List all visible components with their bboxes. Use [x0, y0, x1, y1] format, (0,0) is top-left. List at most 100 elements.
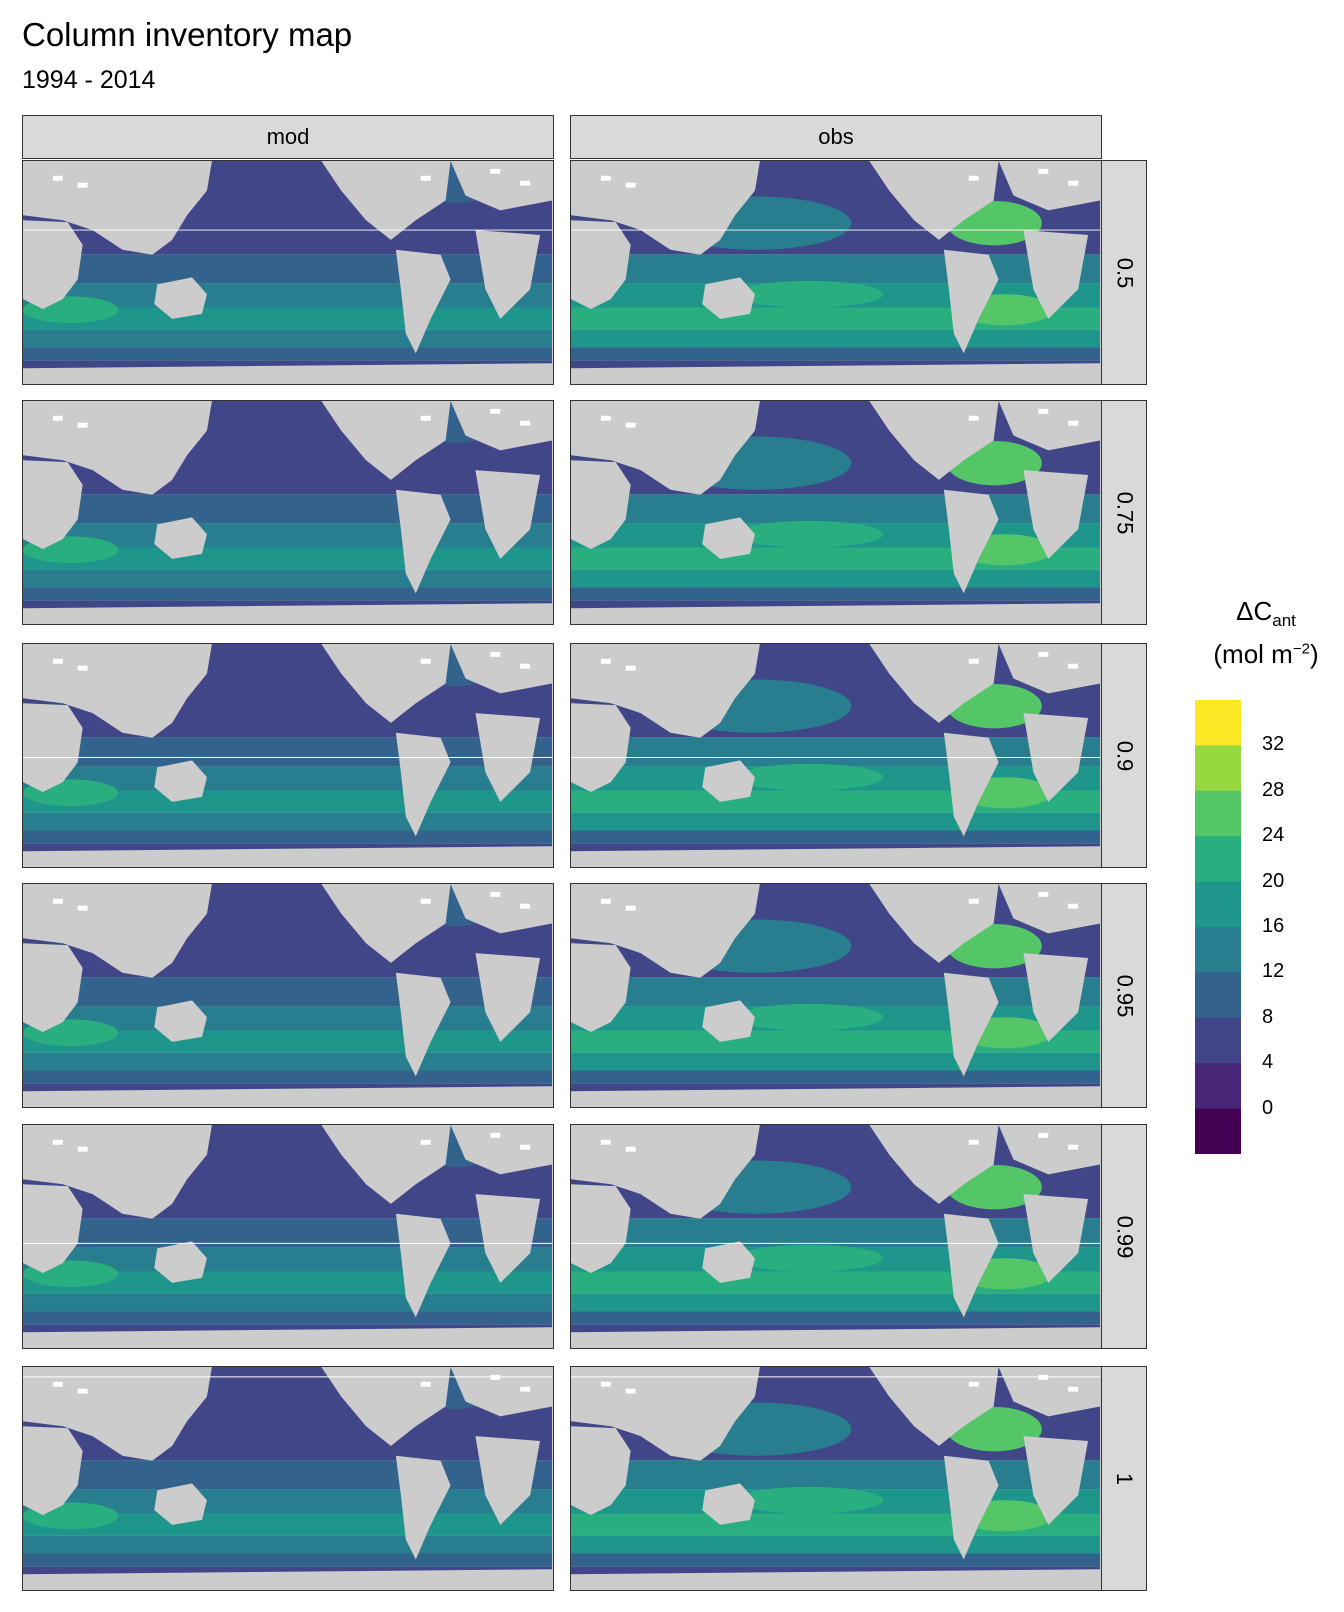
south-pacific-high: [735, 1487, 883, 1514]
arctic-island: [969, 416, 979, 421]
legend-bin: [1195, 1063, 1241, 1109]
arctic-island: [78, 906, 88, 911]
ocean-band: [571, 1218, 1100, 1247]
south-pacific-high: [735, 281, 883, 308]
legend-bin: [1195, 700, 1241, 746]
ocean-band: [23, 1218, 552, 1247]
ocean-band: [23, 1460, 552, 1489]
legend-tick-label: 32: [1262, 733, 1284, 756]
ocean-band: [571, 1536, 1100, 1554]
ocean-band: [571, 1460, 1100, 1489]
south-pacific-high: [735, 1245, 883, 1272]
map-svg: [571, 161, 1100, 383]
ocean-band: [571, 254, 1100, 283]
ocean-band: [23, 813, 552, 831]
arctic-island: [601, 416, 611, 421]
legend-tick-label: 24: [1262, 824, 1284, 847]
facet-strip-row-0.5: 0.5: [1101, 160, 1147, 385]
arctic-island: [1068, 421, 1078, 426]
legend-bin: [1195, 745, 1241, 791]
legend-tick-label: 16: [1262, 915, 1284, 938]
arctic-island: [969, 659, 979, 664]
map-panel-obs-0.5: [570, 160, 1102, 385]
ocean-band: [23, 570, 552, 588]
map-svg: [571, 1125, 1100, 1347]
arctic-island: [969, 899, 979, 904]
arctic-island: [53, 1382, 63, 1387]
legend-tick-label: 12: [1262, 960, 1284, 983]
arctic-island: [626, 423, 636, 428]
facet-strip-mod: mod: [22, 115, 554, 159]
arctic-island: [1038, 892, 1048, 897]
arctic-island: [421, 899, 431, 904]
arctic-island: [969, 1140, 979, 1145]
arctic-island: [520, 181, 530, 186]
ocean-band: [23, 587, 552, 600]
map-panel-obs-0.95: [570, 883, 1102, 1108]
arctic-island: [520, 1145, 530, 1150]
ocean-band: [23, 1311, 552, 1324]
ocean-band: [571, 570, 1100, 588]
map-svg: [571, 644, 1100, 866]
ocean-band: [571, 737, 1100, 766]
ocean-band: [23, 494, 552, 523]
map-svg: [571, 884, 1100, 1106]
legend-title-main: ΔC: [1236, 596, 1272, 626]
map-svg: [571, 401, 1100, 623]
arctic-island: [1068, 1387, 1078, 1392]
map-panel-mod-0.99: [22, 1124, 554, 1349]
arctic-island: [490, 169, 500, 174]
arctic-island: [1038, 169, 1048, 174]
facet-strip-row-1: 1: [1101, 1366, 1147, 1591]
ocean-band: [23, 347, 552, 360]
map-panel-mod-0.9: [22, 643, 554, 868]
map-panel-obs-1: [570, 1366, 1102, 1591]
ocean-band: [23, 737, 552, 766]
ocean-band: [23, 1294, 552, 1312]
legend-title: ΔCant (mol m−2): [1196, 596, 1336, 670]
legend-tick-label: 28: [1262, 779, 1284, 802]
arctic-island: [626, 666, 636, 671]
arctic-island: [626, 906, 636, 911]
arctic-island: [78, 666, 88, 671]
arctic-island: [421, 659, 431, 664]
legend-tick-label: 8: [1262, 1006, 1273, 1029]
arctic-island: [53, 1140, 63, 1145]
legend-tick-label: 0: [1262, 1097, 1273, 1120]
ocean-band: [23, 830, 552, 843]
arctic-island: [601, 176, 611, 181]
ocean-band: [571, 587, 1100, 600]
arctic-island: [601, 899, 611, 904]
map-svg: [23, 161, 552, 383]
arctic-island: [1038, 1133, 1048, 1138]
ocean-band: [571, 1294, 1100, 1312]
arctic-island: [520, 664, 530, 669]
arctic-island: [626, 183, 636, 188]
map-svg: [571, 1367, 1100, 1589]
legend-unit-sup: −2: [1293, 641, 1310, 658]
legend-tick-label: 4: [1262, 1051, 1273, 1074]
map-svg: [23, 1367, 552, 1589]
arctic-island: [78, 183, 88, 188]
map-panel-obs-0.75: [570, 400, 1102, 625]
map-svg: [23, 644, 552, 866]
arctic-island: [520, 1387, 530, 1392]
facet-strip-row-0.75: 0.75: [1101, 400, 1147, 625]
arctic-island: [421, 416, 431, 421]
arctic-island: [626, 1147, 636, 1152]
facet-strip-row-0.99: 0.99: [1101, 1124, 1147, 1349]
legend-bin: [1195, 1018, 1241, 1064]
arctic-island: [969, 1382, 979, 1387]
arctic-island: [421, 176, 431, 181]
legend-bin: [1195, 1109, 1241, 1154]
ocean-band: [571, 1311, 1100, 1324]
chart-subtitle: 1994 - 2014: [22, 66, 155, 95]
arctic-island: [490, 409, 500, 414]
ocean-band: [571, 813, 1100, 831]
arctic-island: [1068, 181, 1078, 186]
map-svg: [23, 884, 552, 1106]
legend-bin: [1195, 836, 1241, 882]
chart-title: Column inventory map: [22, 16, 352, 54]
arctic-island: [1068, 904, 1078, 909]
map-panel-mod-1: [22, 1366, 554, 1591]
